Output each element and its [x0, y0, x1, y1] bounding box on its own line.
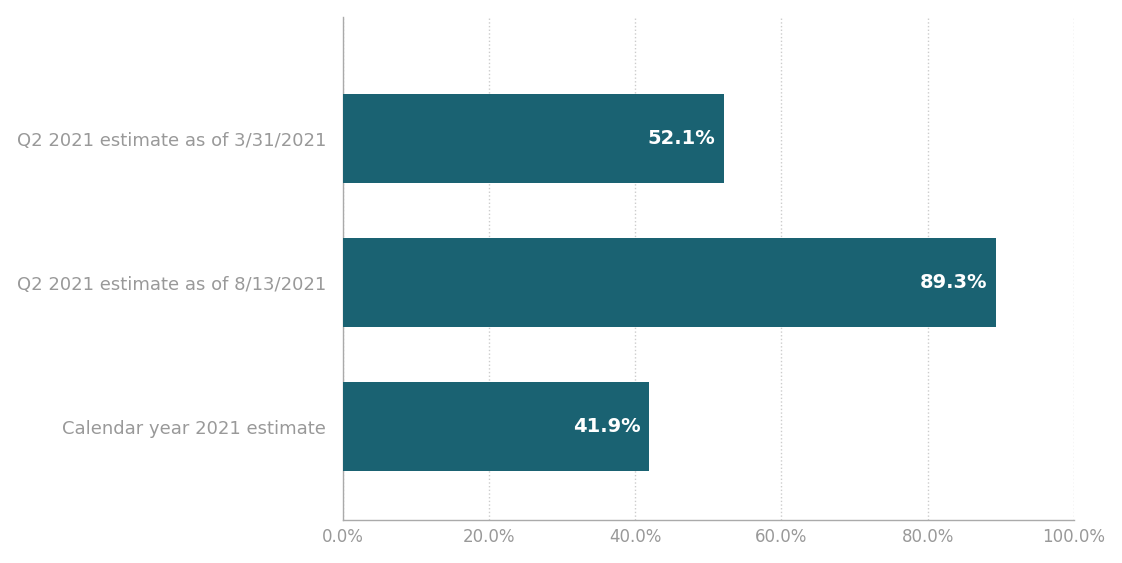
Bar	[342, 238, 995, 327]
Text: 89.3%: 89.3%	[919, 273, 987, 292]
Text: 52.1%: 52.1%	[647, 129, 715, 149]
Bar	[342, 95, 724, 184]
Text: 41.9%: 41.9%	[572, 417, 641, 436]
Bar	[342, 382, 649, 471]
